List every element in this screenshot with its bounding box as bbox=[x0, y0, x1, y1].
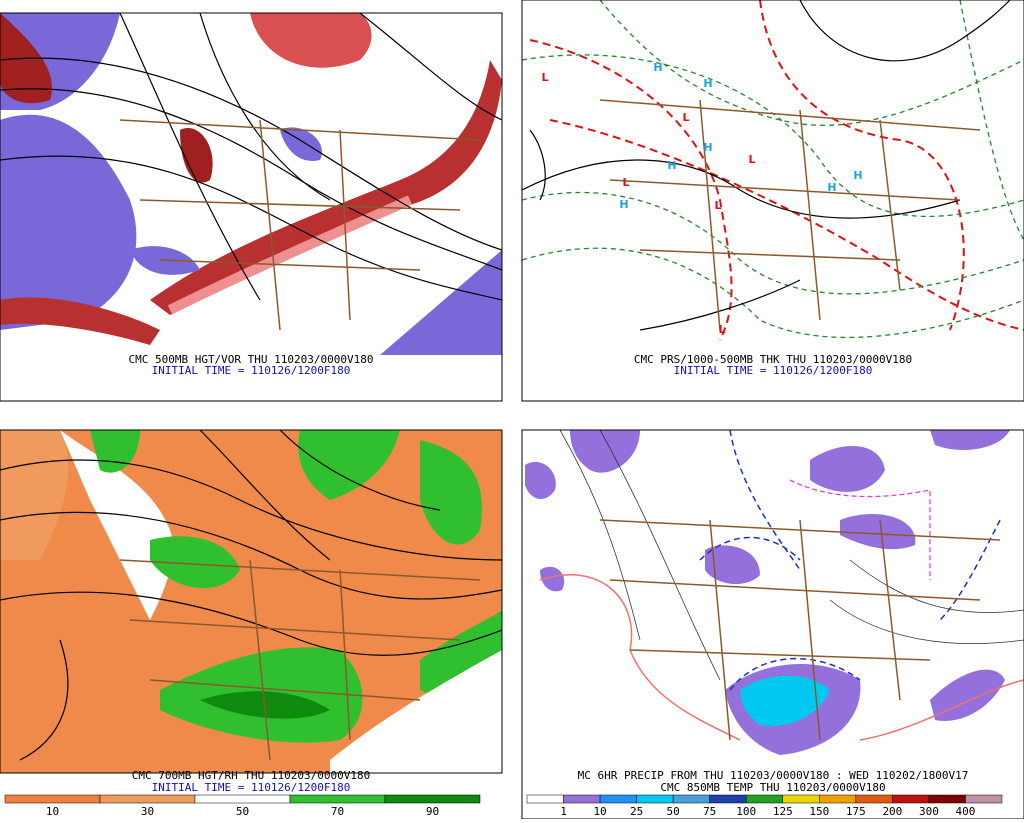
legend-label: 10 bbox=[593, 805, 606, 818]
legend-swatch bbox=[636, 794, 674, 804]
caption: MC 6HR PRECIP FROM THU 110203/0000V180 :… bbox=[578, 769, 969, 782]
pressure-center: H bbox=[853, 169, 862, 182]
legend-label: 30 bbox=[141, 805, 154, 818]
legend-label: 70 bbox=[331, 805, 344, 818]
pressure-center: L bbox=[622, 176, 629, 189]
legend-label: 300 bbox=[919, 805, 939, 818]
legend-label: 175 bbox=[846, 805, 866, 818]
pressure-center: H bbox=[619, 198, 628, 211]
pressure-center: L bbox=[718, 323, 725, 336]
pressure-center: H bbox=[653, 61, 662, 74]
caption: CMC 700MB HGT/RH THU 110203/0000V180 bbox=[132, 769, 370, 782]
map-500mb bbox=[0, 13, 502, 355]
legend-swatch bbox=[819, 794, 857, 804]
legend-label: 90 bbox=[426, 805, 439, 818]
legend-swatch bbox=[709, 794, 747, 804]
pressure-center: L bbox=[682, 111, 689, 124]
legend-swatch bbox=[855, 794, 893, 804]
pressure-center: L bbox=[748, 153, 755, 166]
legend-swatch bbox=[782, 794, 820, 804]
legend-swatch bbox=[672, 794, 710, 804]
legend-label: 75 bbox=[703, 805, 716, 818]
legend-swatch bbox=[965, 794, 1003, 804]
legend-label: 50 bbox=[667, 805, 680, 818]
map-pressure bbox=[522, 0, 1024, 355]
legend-swatch bbox=[745, 794, 784, 804]
pressure-center: H bbox=[667, 159, 676, 172]
map-700mb bbox=[0, 430, 502, 773]
legend-swatch bbox=[563, 794, 601, 804]
legend-swatch bbox=[384, 794, 481, 804]
caption: CMC PRS/1000-500MB THK THU 110203/0000V1… bbox=[634, 353, 912, 366]
initial-time: INITIAL TIME = 110126/1200F180 bbox=[674, 364, 873, 377]
pressure-center: H bbox=[703, 141, 712, 154]
initial-time: CMC 850MB TEMP THU 110203/0000V180 bbox=[660, 781, 885, 794]
pressure-center: H bbox=[827, 181, 836, 194]
legend-swatch bbox=[99, 794, 196, 804]
legend-label: 25 bbox=[630, 805, 643, 818]
legend-label: 10 bbox=[46, 805, 59, 818]
legend-label: 100 bbox=[736, 805, 756, 818]
panel-frame bbox=[521, 0, 1024, 402]
panel-frame bbox=[0, 12, 503, 402]
caption: CMC 500MB HGT/VOR THU 110203/0000V180 bbox=[128, 353, 373, 366]
initial-time: INITIAL TIME = 110126/1200F180 bbox=[152, 364, 351, 377]
legend-label: 50 bbox=[236, 805, 249, 818]
pressure-center: L bbox=[714, 199, 721, 212]
legend-swatch bbox=[4, 794, 101, 804]
legend-swatch bbox=[928, 794, 966, 804]
legend-label: 150 bbox=[809, 805, 829, 818]
legend-swatch bbox=[526, 794, 564, 804]
legend-swatch bbox=[289, 794, 386, 804]
legend-label: 400 bbox=[956, 805, 976, 818]
legend-swatch bbox=[194, 794, 291, 804]
legend-label: 125 bbox=[773, 805, 793, 818]
legend-label: 1 bbox=[560, 805, 567, 818]
map-precip bbox=[522, 430, 1024, 770]
legend-label: 200 bbox=[882, 805, 902, 818]
legend-swatch bbox=[599, 794, 637, 804]
legend-swatch bbox=[892, 794, 930, 804]
pressure-center: H bbox=[703, 77, 712, 90]
panel-frame bbox=[0, 429, 503, 774]
initial-time: INITIAL TIME = 110126/1200F180 bbox=[152, 781, 351, 794]
legends: 10 30 50 70 90 1 10 25 50 75 100 125 150 175 200 300 400 bbox=[4, 794, 1003, 818]
pressure-center: L bbox=[541, 71, 548, 84]
